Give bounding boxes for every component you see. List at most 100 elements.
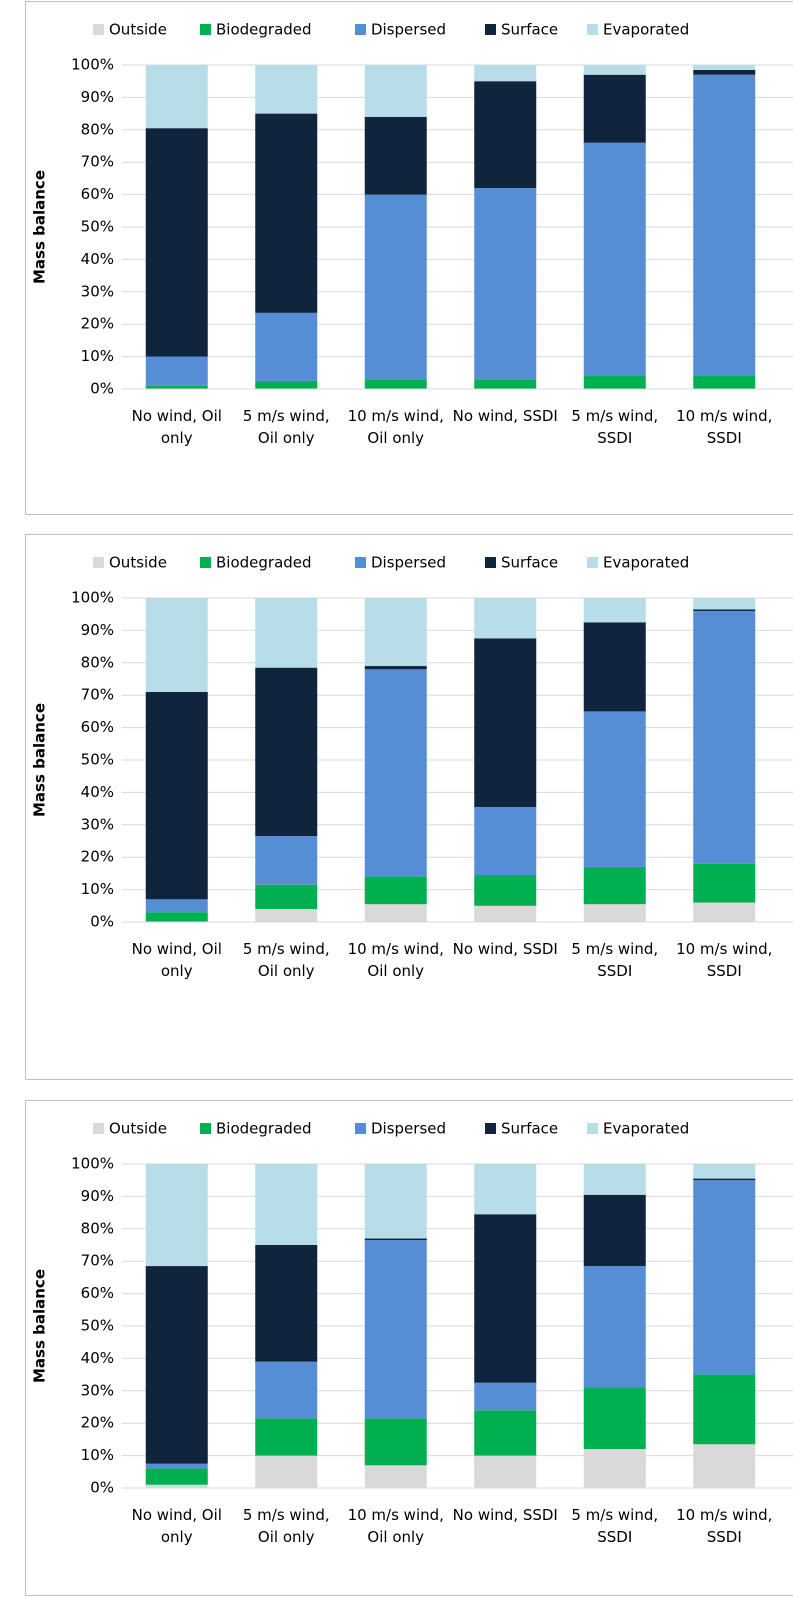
- x-tick-label: 10 m/s wind, Oil only: [347, 940, 444, 980]
- x-tick-label: 10 m/s wind, SSDI: [676, 1506, 773, 1546]
- x-tick-label: No wind, Oil only: [131, 407, 222, 447]
- bar-segment: [583, 376, 646, 389]
- legend-label: Biodegraded: [216, 554, 312, 572]
- x-tick-label-box: No wind, Oil only: [131, 1506, 222, 1546]
- chart-border: [25, 1100, 793, 1596]
- legend-label: Dispersed: [371, 1120, 446, 1138]
- bar-segment: [583, 1266, 646, 1388]
- x-tick-label: 10 m/s wind, Oil only: [347, 407, 444, 447]
- bar-segment: [583, 1387, 646, 1450]
- bar-segment: [255, 1164, 318, 1245]
- y-axis-title: Mass balance: [31, 170, 49, 284]
- x-tick-label-box: 10 m/s wind, Oil only: [347, 407, 444, 447]
- x-tick-label-box: 5 m/s wind, SSDI: [571, 940, 659, 980]
- x-tick-label: 5 m/s wind, Oil only: [242, 407, 330, 447]
- bar-segment: [583, 74, 646, 143]
- y-tick-label: 0%: [90, 1479, 114, 1497]
- bar-segment: [474, 379, 537, 389]
- bar-segment: [364, 876, 427, 905]
- bar-segment: [145, 65, 208, 129]
- bar-segment: [474, 1214, 537, 1383]
- bar-segment: [693, 1164, 756, 1179]
- x-tick-label: No wind, SSDI: [452, 407, 558, 425]
- bar-segment: [255, 598, 318, 668]
- x-tick-label: 5 m/s wind, SSDI: [571, 940, 659, 980]
- legend-swatch: [355, 1123, 366, 1134]
- y-tick-label: 100%: [71, 1155, 114, 1173]
- bar-segment: [255, 65, 318, 114]
- legend-swatch: [200, 24, 211, 35]
- bar-segment: [364, 669, 427, 877]
- legend-swatch: [485, 557, 496, 568]
- bar-segment: [693, 74, 756, 377]
- bar-segment: [693, 1374, 756, 1445]
- bar-segment: [474, 1410, 537, 1456]
- legend-label: Dispersed: [371, 554, 446, 572]
- y-tick-label: 90%: [81, 1187, 114, 1205]
- legend-swatch: [93, 1123, 104, 1134]
- bar-segment: [583, 1449, 646, 1488]
- legend-label: Dispersed: [371, 21, 446, 39]
- x-tick-label-box: No wind, SSDI: [453, 940, 558, 958]
- y-tick-label: 80%: [81, 120, 114, 138]
- bar-segment: [693, 1444, 756, 1488]
- bar-segment: [474, 1382, 537, 1411]
- legend-label: Surface: [501, 554, 558, 572]
- bar-segment: [474, 806, 537, 876]
- bar-segment: [693, 376, 756, 389]
- bar-segment: [364, 1238, 427, 1241]
- bar-segment: [583, 622, 646, 712]
- bar-segment: [255, 1245, 318, 1362]
- y-tick-label: 10%: [81, 347, 114, 365]
- y-tick-label: 10%: [81, 1446, 114, 1464]
- x-tick-label: 5 m/s wind, SSDI: [571, 1506, 659, 1546]
- bar-segment: [364, 65, 427, 117]
- bar-segment: [255, 836, 318, 885]
- bar-segment: [583, 866, 646, 905]
- bar-segment: [364, 1164, 427, 1239]
- x-tick-label: No wind, Oil only: [131, 1506, 222, 1546]
- y-tick-label: 50%: [81, 1317, 114, 1335]
- chart: Outside Biodegraded Dispersed Surface Evapor…: [25, 1, 793, 515]
- bar-segment: [693, 598, 756, 610]
- legend-swatch: [485, 1123, 496, 1134]
- y-tick-label: 40%: [81, 250, 114, 268]
- bar-segment: [364, 666, 427, 670]
- x-tick-label-box: No wind, Oil only: [132, 940, 222, 980]
- bar-segment: [693, 65, 756, 70]
- x-tick-label-box: 5 m/s wind, Oil only: [243, 940, 330, 980]
- bar-segment: [693, 1178, 756, 1181]
- bar-segment: [145, 899, 208, 913]
- bar-segment: [364, 116, 427, 195]
- bar-segment: [583, 1164, 646, 1195]
- legend-swatch: [93, 557, 104, 568]
- y-tick-label: 80%: [81, 653, 114, 671]
- y-tick-label: 70%: [81, 153, 114, 171]
- legend-label: Surface: [501, 1120, 558, 1138]
- bar-segment: [145, 356, 208, 386]
- x-tick-label-box: No wind, SSDI: [452, 1506, 558, 1524]
- chart-border: [25, 534, 793, 1080]
- y-tick-label: 50%: [81, 751, 114, 769]
- bar-segment: [693, 902, 756, 922]
- bar-segment: [255, 113, 318, 313]
- x-tick-label-box: 5 m/s wind, Oil only: [242, 407, 330, 447]
- y-tick-label: 60%: [81, 718, 114, 736]
- x-tick-label: No wind, SSDI: [452, 1506, 558, 1524]
- y-tick-label: 60%: [81, 1284, 114, 1302]
- y-tick-label: 70%: [81, 1252, 114, 1270]
- bar-segment: [364, 904, 427, 922]
- y-tick-label: 0%: [90, 380, 114, 398]
- bar-segment: [255, 312, 318, 381]
- bar-segment: [583, 904, 646, 922]
- x-tick-label: 5 m/s wind, Oil only: [242, 1506, 330, 1546]
- legend-swatch: [587, 557, 598, 568]
- y-tick-label: 0%: [90, 913, 114, 931]
- x-tick-label: 10 m/s wind, SSDI: [676, 407, 773, 447]
- legend-swatch: [93, 24, 104, 35]
- bar-segment: [693, 863, 756, 903]
- x-tick-label-box: 10 m/s wind, Oil only: [348, 1506, 444, 1546]
- x-tick-label-box: 5 m/s wind, SSDI: [571, 1506, 659, 1546]
- y-tick-label: 90%: [81, 621, 114, 639]
